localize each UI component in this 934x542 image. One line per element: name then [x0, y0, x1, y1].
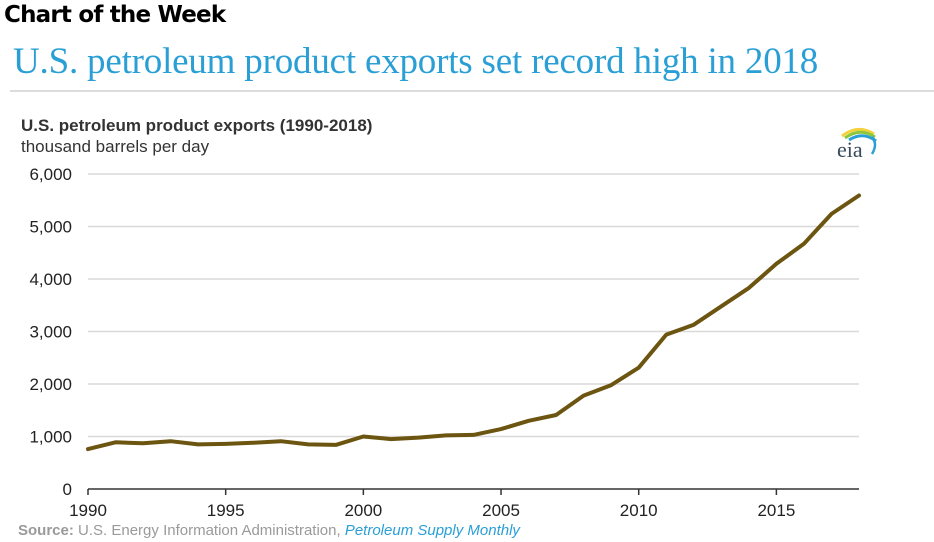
x-tick-label: 2000 — [344, 501, 382, 520]
gridlines — [88, 173, 859, 438]
y-tick-label: 5,000 — [29, 218, 72, 237]
series-line-exports — [86, 193, 861, 452]
source-note: Source: U.S. Energy Information Administ… — [18, 522, 520, 539]
y-tick-label: 6,000 — [29, 165, 72, 184]
source-label: Source: — [18, 522, 74, 539]
header-divider — [10, 90, 934, 92]
x-tick-label: 2015 — [757, 501, 795, 520]
y-tick-label: 2,000 — [29, 375, 72, 394]
x-tick-label: 1990 — [69, 501, 107, 520]
source-publication-link[interactable]: Petroleum Supply Monthly — [344, 522, 520, 539]
x-axis: 1990 1995 2000 2005 2010 2015 — [69, 488, 859, 520]
headline: U.S. petroleum product exports set recor… — [13, 41, 819, 82]
kicker-label: Chart of the Week — [4, 2, 226, 28]
series-layer — [86, 193, 861, 452]
source-text: U.S. Energy Information Administration, — [78, 522, 341, 539]
x-tick-label: 2010 — [620, 501, 658, 520]
chart-title: U.S. petroleum product exports (1990-201… — [21, 116, 373, 135]
y-tick-label: 0 — [63, 480, 72, 499]
y-tick-label: 4,000 — [29, 270, 72, 289]
y-tick-label: 1,000 — [29, 428, 72, 447]
y-axis-ticks: 0 1,000 2,000 3,000 4,000 5,000 6,000 — [29, 165, 72, 499]
x-tick-label: 2005 — [482, 501, 520, 520]
logo-text: eia — [837, 137, 863, 162]
y-tick-label: 3,000 — [29, 323, 72, 342]
chart-subtitle: thousand barrels per day — [21, 137, 210, 156]
x-tick-label: 1995 — [207, 501, 245, 520]
eia-logo-icon: eia — [828, 122, 888, 162]
